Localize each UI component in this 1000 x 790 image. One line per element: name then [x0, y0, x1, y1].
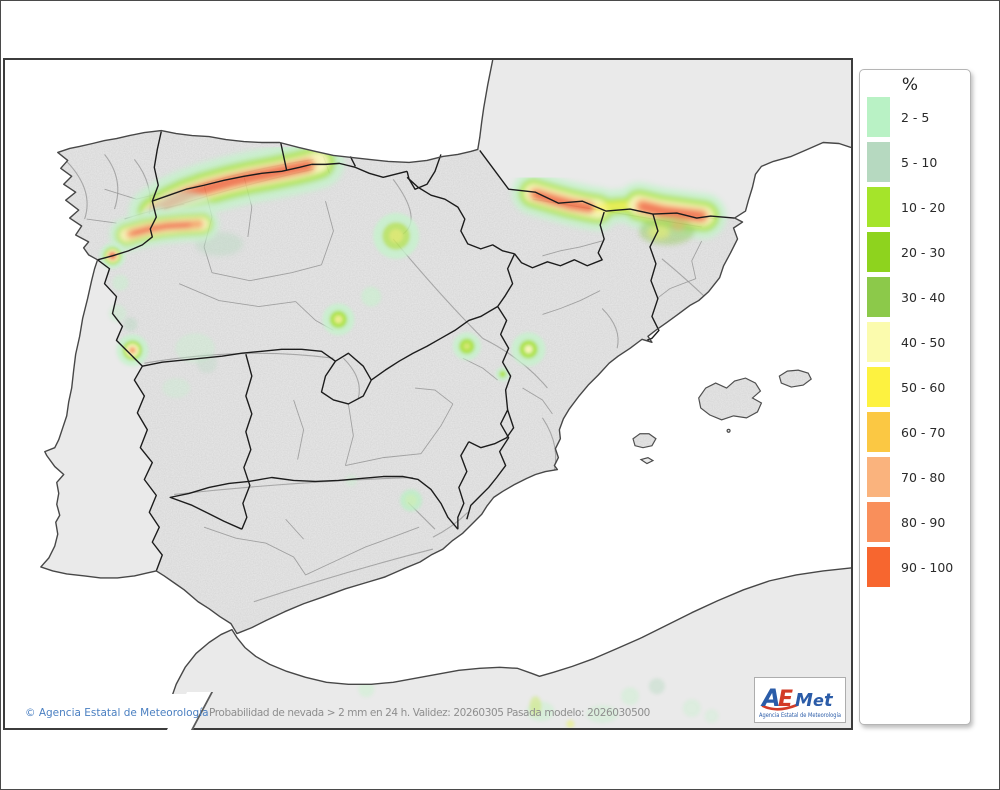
- legend-item: 30 - 40: [860, 277, 970, 322]
- legend-item: 5 - 10: [860, 142, 970, 187]
- legend-color-swatch: [867, 277, 890, 317]
- logo-caption: Agencia Estatal de Meteorología: [759, 712, 841, 719]
- formentera-island: [639, 456, 655, 465]
- map-container: © Agencia Estatal de Meteorología Probab…: [3, 58, 853, 730]
- legend-range-label: 40 - 50: [901, 335, 946, 350]
- legend-title: %: [901, 75, 919, 95]
- legend-color-swatch: [867, 187, 890, 227]
- community-borders: [97, 131, 735, 572]
- logo-swoosh: [761, 703, 799, 711]
- logo-letter-a: A: [760, 684, 781, 712]
- legend-color-swatch: [867, 322, 890, 362]
- legend-range-label: 60 - 70: [901, 425, 946, 440]
- legend-item: 40 - 50: [860, 322, 970, 367]
- logo-letter-e: E: [778, 687, 793, 712]
- aemet-logo-art: A E M e t Agencia Estatal de Meteorologí…: [759, 684, 841, 719]
- legend-color-swatch: [867, 142, 890, 182]
- legend-color-swatch: [867, 232, 890, 272]
- legend-color-swatch: [867, 457, 890, 497]
- copyright-text: © Agencia Estatal de Meteorología: [25, 707, 209, 719]
- legend-panel: % 2 - 5 5 - 10 10 - 20 20 - 30 30 - 40 40 - 5…: [859, 69, 971, 725]
- legend-items: 2 - 5 5 - 10 10 - 20 20 - 30 30 - 40 40 - 50 5…: [860, 97, 970, 592]
- logo-letter-e2: e: [813, 691, 824, 710]
- legend-range-label: 80 - 90: [901, 515, 946, 530]
- legend-range-label: 50 - 60: [901, 380, 946, 395]
- legend-range-label: 20 - 30: [901, 245, 946, 260]
- legend-range-label: 2 - 5: [901, 110, 930, 125]
- coastlines: [40, 60, 851, 728]
- legend-color-swatch: [867, 367, 890, 407]
- cabrera-islet: [726, 428, 731, 433]
- legend-range-label: 30 - 40: [901, 290, 946, 305]
- legend-range-label: 70 - 80: [901, 470, 946, 485]
- legend-item: 90 - 100: [860, 547, 970, 592]
- logo-letter-m: M: [795, 690, 813, 711]
- legend-color-swatch: [867, 97, 890, 137]
- legend-item: 20 - 30: [860, 232, 970, 277]
- legend-color-swatch: [867, 547, 890, 587]
- legend-range-label: 90 - 100: [901, 560, 954, 575]
- legend-item: 70 - 80: [860, 457, 970, 502]
- legend-item: 50 - 60: [860, 367, 970, 412]
- copyright-tab: [5, 694, 193, 728]
- legend-color-swatch: [867, 412, 890, 452]
- legend-item: 10 - 20: [860, 187, 970, 232]
- legend-item: 60 - 70: [860, 412, 970, 457]
- legend-range-label: 10 - 20: [901, 200, 946, 215]
- legend-item: 2 - 5: [860, 97, 970, 142]
- legend-color-swatch: [867, 502, 890, 542]
- iberia-relief-map: [5, 60, 851, 728]
- snow-probability-overlays: [99, 136, 727, 728]
- africa-landmass: [164, 567, 851, 728]
- legend-item: 80 - 90: [860, 502, 970, 547]
- legend-range-label: 5 - 10: [901, 155, 938, 170]
- aemet-logo: A E M e t Agencia Estatal de Meteorologí…: [754, 677, 846, 723]
- map-caption: Probabilidad de nevada > 2 mm en 24 h. V…: [209, 707, 650, 719]
- logo-letter-t: t: [824, 690, 834, 711]
